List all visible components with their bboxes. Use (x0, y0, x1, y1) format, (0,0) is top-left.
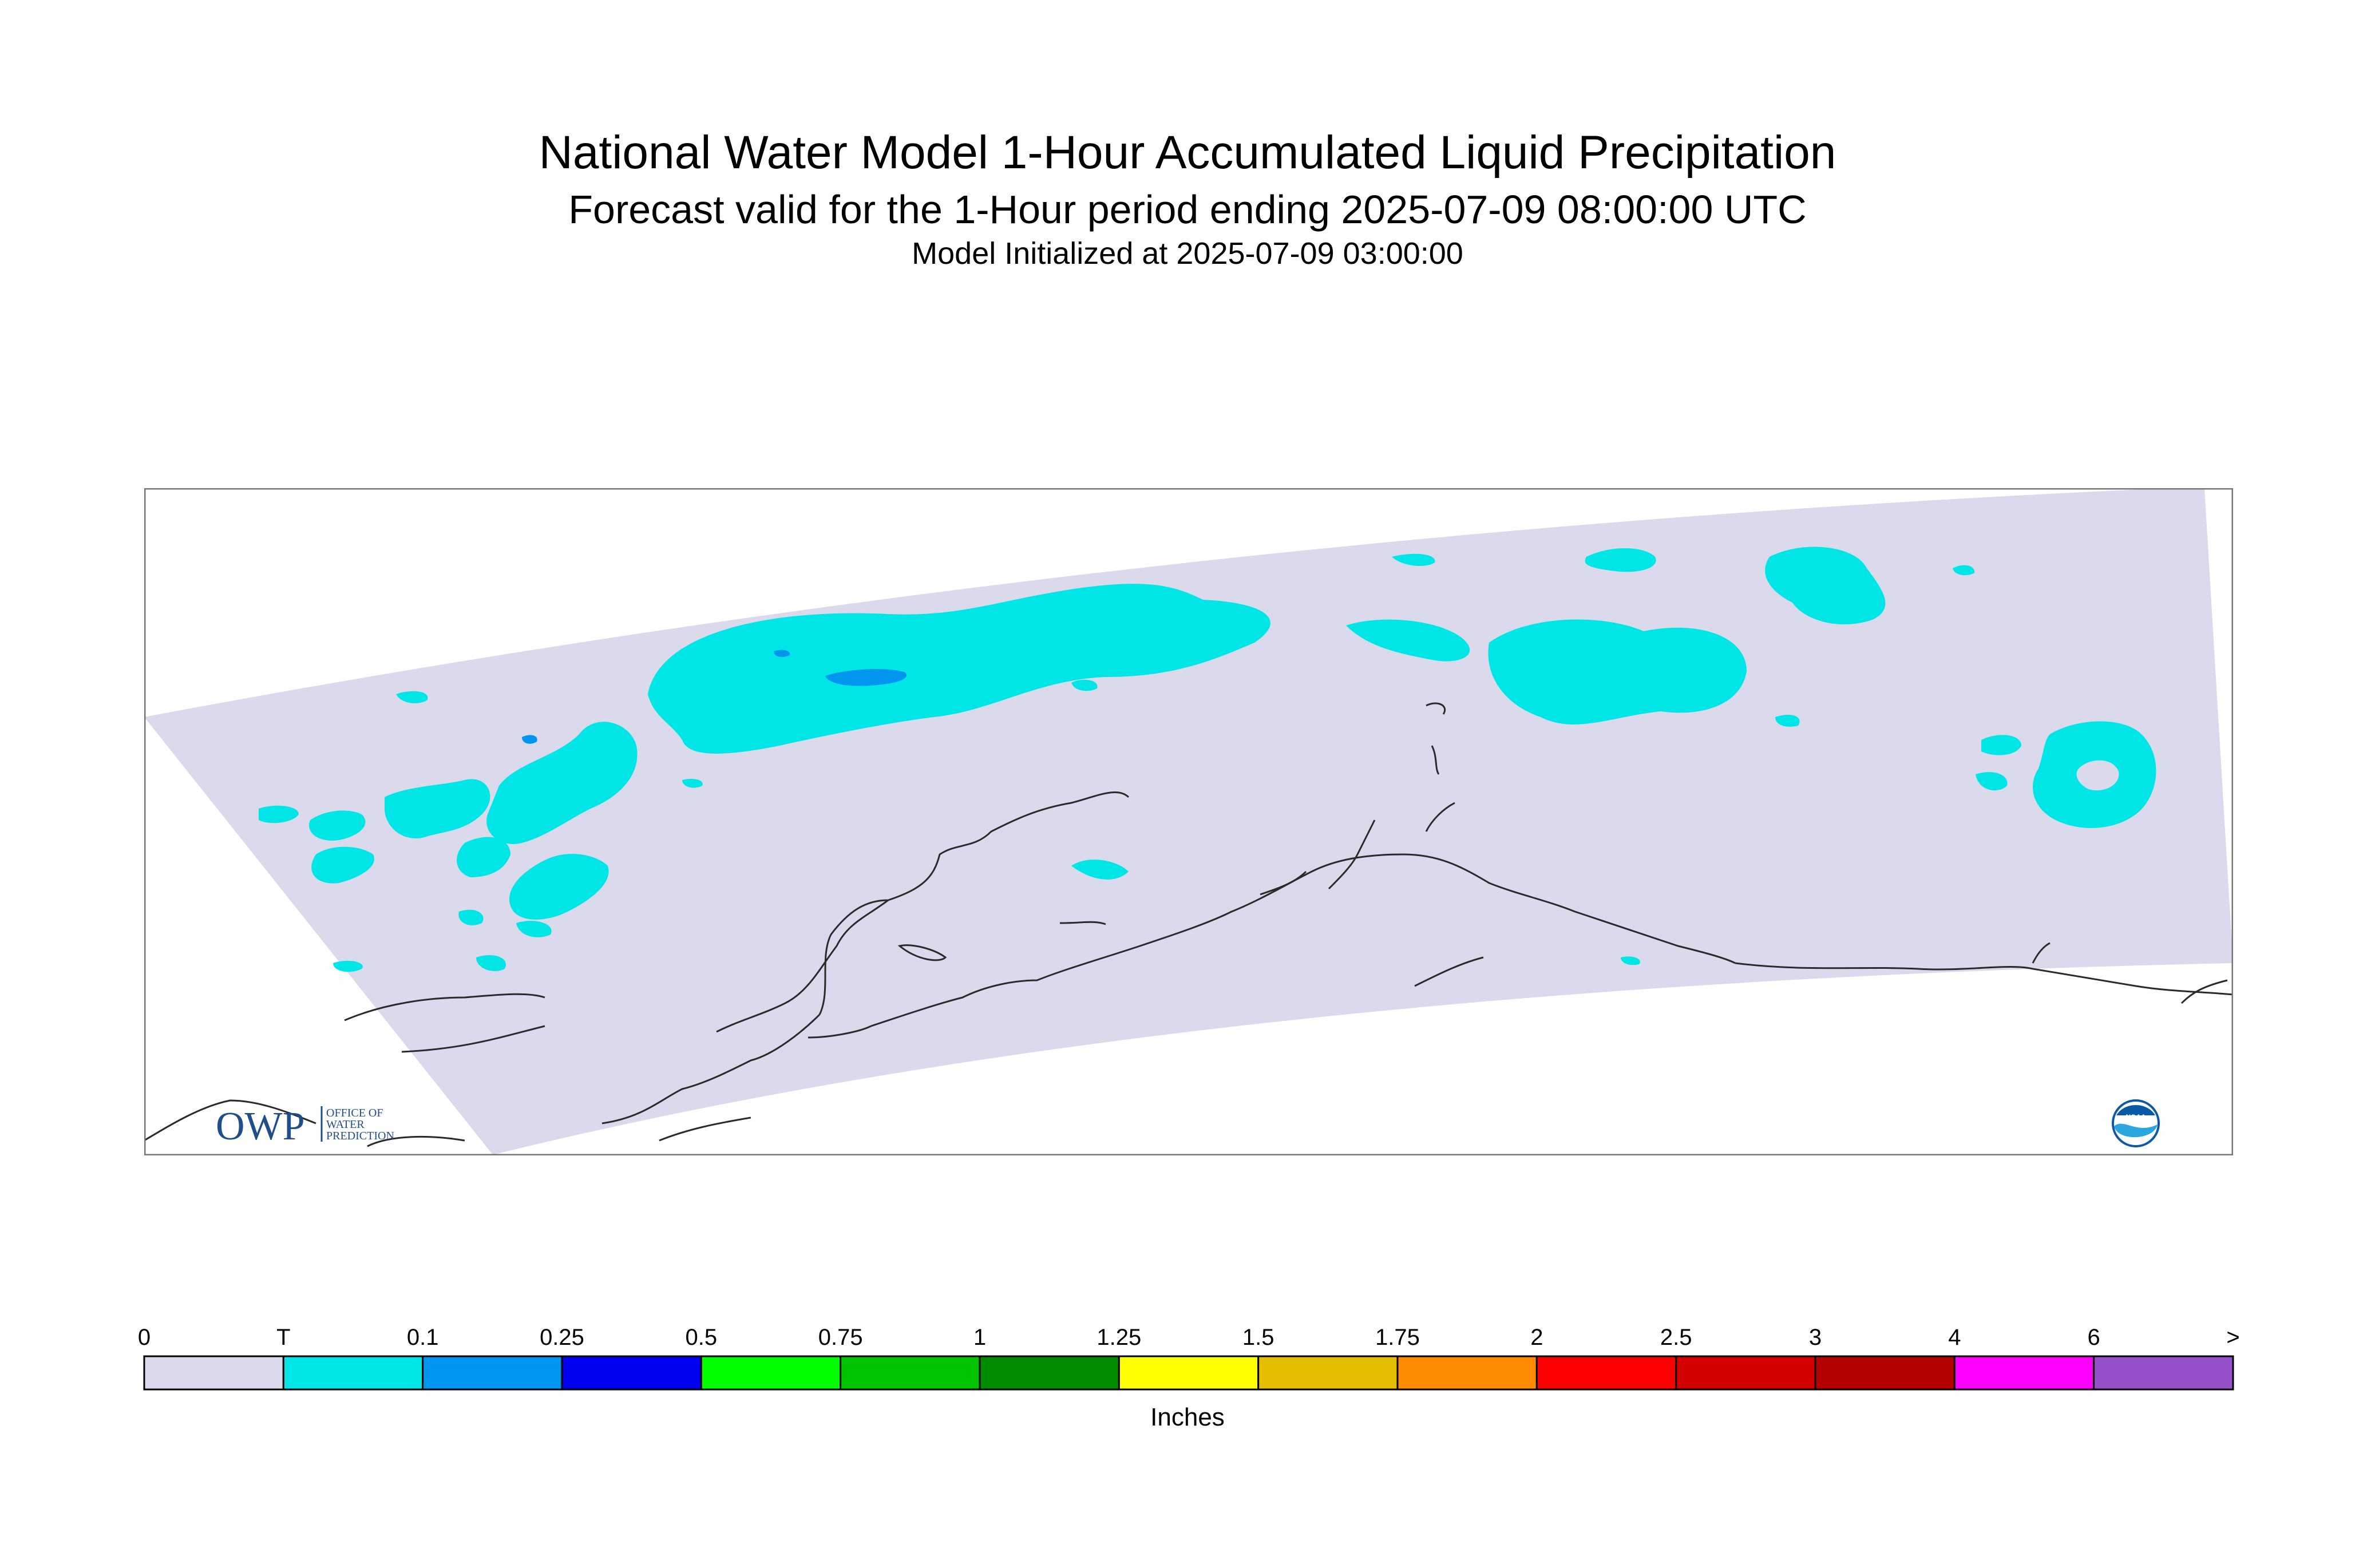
legend-bin (1118, 1355, 1260, 1391)
owp-logo: OWP OFFICE OF WATER PREDICTION (216, 1104, 394, 1149)
owp-logo-line2: WATER (326, 1118, 365, 1131)
legend-tick-label: 0.5 (686, 1325, 718, 1350)
legend-tick-label: 0.1 (407, 1325, 439, 1350)
legend-bin (979, 1355, 1120, 1391)
legend-tick-label: 3 (1809, 1325, 1822, 1350)
coastlines (144, 702, 2233, 1147)
legend-tick-label: 2.5 (1660, 1325, 1692, 1350)
legend-bin (2093, 1355, 2234, 1391)
legend-tick-label: T (276, 1325, 290, 1350)
owp-logo-line3: PREDICTION (326, 1130, 394, 1142)
legend-tick-label: 1.75 (1375, 1325, 1420, 1350)
map-title: National Water Model 1-Hour Accumulated … (539, 126, 1836, 179)
forecast-valid-subtitle: Forecast valid for the 1-Hour period end… (568, 187, 1807, 232)
legend-units: Inches (1150, 1403, 1225, 1431)
legend-tick-label: 1 (973, 1325, 986, 1350)
legend-tick-label: 2 (1530, 1325, 1543, 1350)
map-frame (144, 488, 2233, 1155)
legend-tick-label: > (2226, 1325, 2239, 1350)
legend-bin (1953, 1355, 2095, 1391)
legend-bin (1535, 1355, 1677, 1391)
precipitation-legend: 0 T 0.1 0.25 0.5 0.75 1 1.25 1.5 1.75 2 2.5 3 4 6 > (138, 1325, 2240, 1391)
legend-bin (561, 1355, 702, 1391)
legend-bin (1814, 1355, 1956, 1391)
owp-logo-text: OWP (216, 1104, 305, 1149)
legend-tick-label: 0.25 (540, 1325, 584, 1350)
legend-tick-label: 0.75 (818, 1325, 863, 1350)
legend-tick-label: 6 (2088, 1325, 2100, 1350)
legend-bin (1675, 1355, 1816, 1391)
precip-light-areas (522, 650, 907, 744)
legend-bin (422, 1355, 563, 1391)
legend-tick-label: 1.5 (1242, 1325, 1274, 1350)
legend-bin (840, 1355, 981, 1391)
legend-tick-label: 4 (1948, 1325, 1961, 1350)
model-init-subtitle: Model Initialized at 2025-07-09 03:00:00 (912, 236, 1463, 271)
precipitation-map: OWP OFFICE OF WATER PREDICTION NOAA (144, 488, 2233, 1155)
legend-bin (700, 1355, 842, 1391)
noaa-logo: NOAA (2112, 1099, 2160, 1147)
noaa-logo-text: NOAA (2125, 1113, 2146, 1121)
legend-bin (1396, 1355, 1538, 1391)
legend-bin (282, 1355, 424, 1391)
legend-tick-label: 1.25 (1097, 1325, 1141, 1350)
legend-bin (143, 1355, 284, 1391)
legend-bin (1257, 1355, 1399, 1391)
owp-logo-line1: OFFICE OF (326, 1107, 383, 1119)
legend-tick-label: 0 (138, 1325, 151, 1350)
